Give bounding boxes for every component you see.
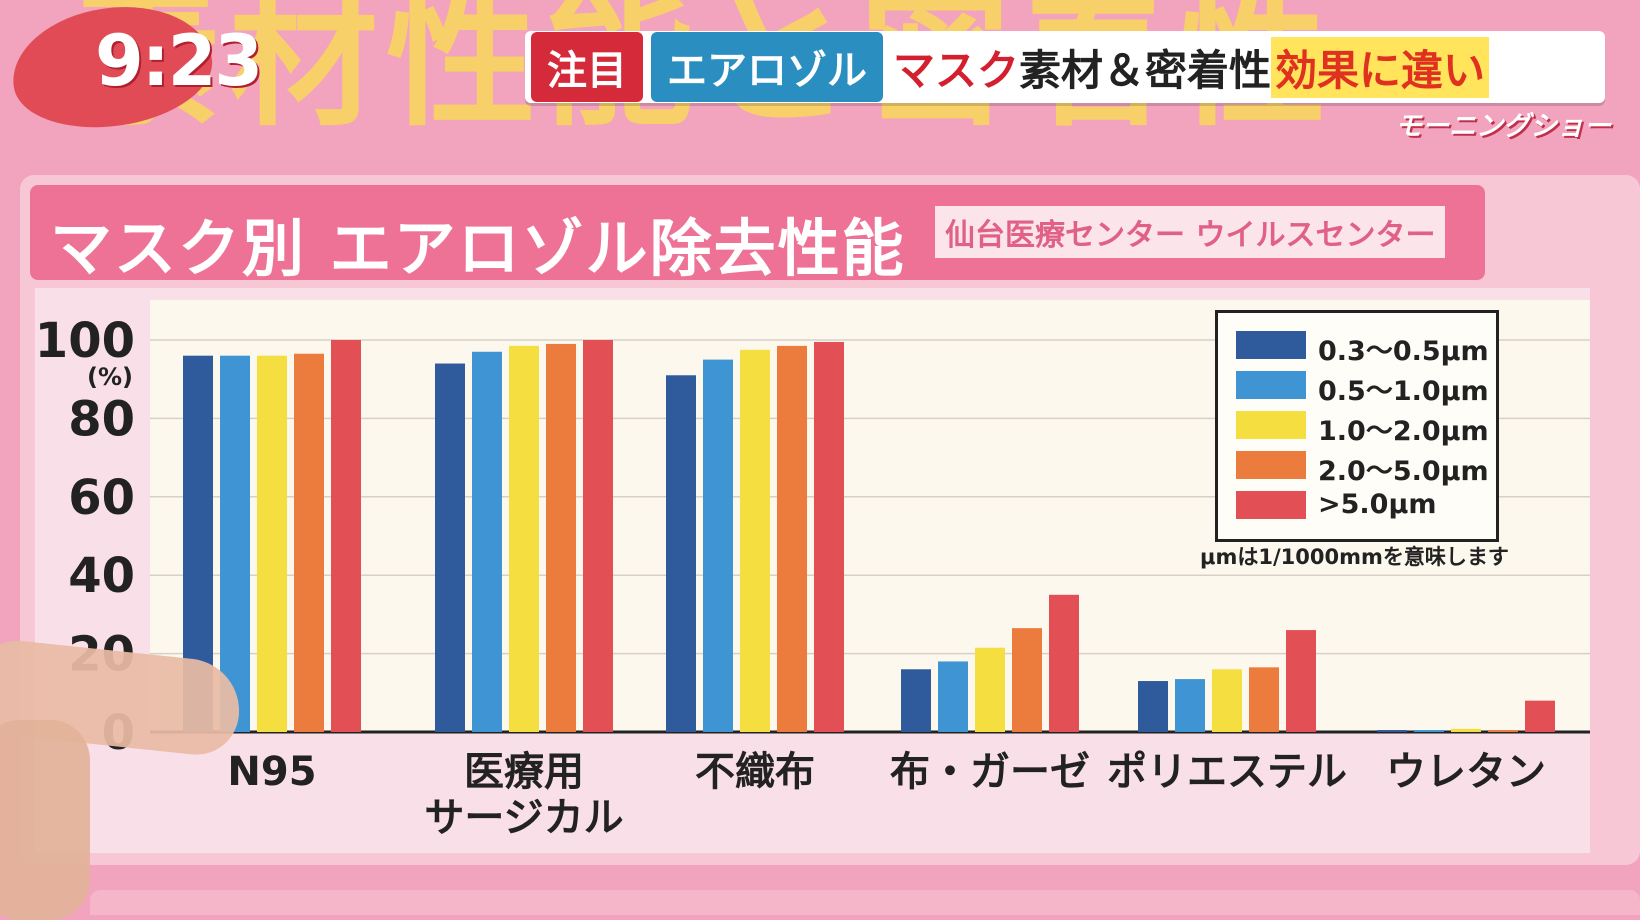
x-category-label: ウレタン bbox=[1386, 749, 1546, 795]
y-tick-label: 60 bbox=[68, 470, 135, 526]
legend-label: 0.3〜0.5μm bbox=[1318, 336, 1489, 367]
legend-swatch bbox=[1236, 451, 1306, 479]
legend-label: 1.0〜2.0μm bbox=[1318, 416, 1489, 447]
bottom-strip bbox=[90, 890, 1640, 915]
legend-item: 0.5〜1.0μm bbox=[1236, 369, 1489, 407]
y-tick-label: 80 bbox=[68, 391, 135, 447]
headline-banner: 注目 エアロゾル マスク 素材＆密着性 効果に違い bbox=[525, 31, 1605, 103]
bar bbox=[1175, 679, 1205, 732]
legend-item: >5.0μm bbox=[1236, 489, 1486, 520]
show-logo: モーニングショー bbox=[1395, 111, 1611, 142]
bar bbox=[1488, 730, 1518, 733]
headline-difference: 効果に違い bbox=[1271, 36, 1490, 98]
bar bbox=[1212, 669, 1242, 732]
bar bbox=[331, 340, 361, 732]
legend-item: 2.0〜5.0μm bbox=[1236, 449, 1489, 487]
legend-swatch bbox=[1236, 371, 1306, 399]
bar bbox=[294, 353, 324, 732]
bar bbox=[1049, 594, 1079, 732]
bar bbox=[1377, 730, 1407, 733]
bar bbox=[1525, 700, 1555, 732]
headline-material: 素材＆密着性 bbox=[1019, 45, 1272, 95]
bar bbox=[1414, 730, 1444, 733]
clock-time: 9:23 bbox=[95, 20, 263, 102]
bar bbox=[583, 340, 613, 732]
x-category-label: N95 bbox=[227, 749, 316, 795]
bar bbox=[938, 661, 968, 732]
bar bbox=[1451, 728, 1481, 732]
legend-swatch bbox=[1236, 411, 1306, 439]
bar bbox=[509, 345, 539, 732]
bar bbox=[975, 647, 1005, 732]
chart-title: マスク別 エアロゾル除去性能 bbox=[50, 212, 906, 285]
bar bbox=[703, 359, 733, 732]
bar bbox=[1138, 681, 1168, 732]
bar bbox=[546, 343, 576, 732]
bar bbox=[666, 375, 696, 732]
legend-item: 1.0〜2.0μm bbox=[1236, 409, 1489, 447]
chart-source: 仙台医療センター ウイルスセンター bbox=[935, 206, 1446, 258]
tag-aerosol: エアロゾル bbox=[651, 32, 883, 102]
bar bbox=[1249, 667, 1279, 732]
legend-note: μmは1/1000mmを意味します bbox=[1200, 545, 1509, 569]
legend-label: 0.5〜1.0μm bbox=[1318, 376, 1489, 407]
y-axis-unit: (%) bbox=[87, 363, 133, 391]
bar bbox=[740, 349, 770, 732]
bar bbox=[257, 355, 287, 732]
bar bbox=[901, 669, 931, 732]
tag-attention: 注目 bbox=[531, 32, 643, 102]
legend-swatch bbox=[1236, 491, 1306, 519]
x-category-label: 医療用 bbox=[464, 749, 584, 795]
legend-item: 0.3〜0.5μm bbox=[1236, 329, 1489, 367]
x-category-label: ポリエステル bbox=[1107, 749, 1347, 795]
bar bbox=[777, 345, 807, 732]
bar bbox=[435, 363, 465, 732]
bar bbox=[220, 355, 250, 732]
legend-label: >5.0μm bbox=[1318, 489, 1437, 520]
headline-mask: マスク bbox=[893, 45, 1020, 95]
x-category-label: サージカル bbox=[424, 795, 623, 841]
x-category-label: 不織布 bbox=[695, 749, 815, 795]
bar bbox=[472, 351, 502, 732]
y-tick-label: 100 bbox=[35, 313, 135, 369]
bar bbox=[1286, 630, 1316, 732]
legend-swatch bbox=[1236, 331, 1306, 359]
bar bbox=[1012, 628, 1042, 732]
x-category-label: 布・ガーゼ bbox=[890, 749, 1090, 795]
presenter-arm bbox=[0, 720, 90, 920]
legend-label: 2.0〜5.0μm bbox=[1318, 456, 1489, 487]
bar bbox=[814, 341, 844, 732]
y-tick-label: 40 bbox=[68, 548, 135, 604]
chart-legend: 0.3〜0.5μm 0.5〜1.0μm 1.0〜2.0μm 2.0〜5.0μm … bbox=[1215, 310, 1499, 542]
